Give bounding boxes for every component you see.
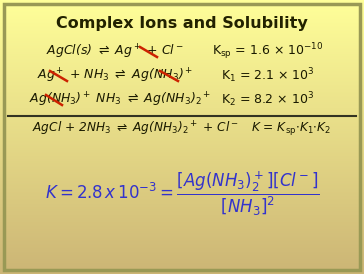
Text: Complex Ions and Solubility: Complex Ions and Solubility [56,16,308,31]
Text: AgCl(s) $\rightleftharpoons$ Ag$^+$ + Cl$^-$: AgCl(s) $\rightleftharpoons$ Ag$^+$ + Cl… [46,43,184,61]
Text: AgCl + 2NH$_3$ $\rightleftharpoons$ Ag(NH$_3$)$_2$$^+$ + Cl$^-$   K = K$_{\rm sp: AgCl + 2NH$_3$ $\rightleftharpoons$ Ag(N… [32,119,332,139]
Text: Ag(NH$_3$)$^+$ NH$_3$ $\rightleftharpoons$ Ag(NH$_3$)$_2$$^+$: Ag(NH$_3$)$^+$ NH$_3$ $\rightleftharpoon… [29,91,211,109]
Text: Ag$^+$ + NH$_3$ $\rightleftharpoons$ Ag(NH$_3$)$^+$: Ag$^+$ + NH$_3$ $\rightleftharpoons$ Ag(… [37,67,193,85]
Text: K$_2$ = 8.2 $\times$ 10$^3$: K$_2$ = 8.2 $\times$ 10$^3$ [221,91,314,109]
Text: K$_1$ = 2.1 $\times$ 10$^3$: K$_1$ = 2.1 $\times$ 10$^3$ [221,67,315,85]
Text: K$_{\rm sp}$ = 1.6 $\times$ 10$^{-10}$: K$_{\rm sp}$ = 1.6 $\times$ 10$^{-10}$ [212,42,324,62]
Text: $K = 2.8\,x\,10^{-3} = \dfrac{[Ag(NH_3)_2^+][Cl^-]}{[NH_3]^2}$: $K = 2.8\,x\,10^{-3} = \dfrac{[Ag(NH_3)_… [44,170,320,218]
